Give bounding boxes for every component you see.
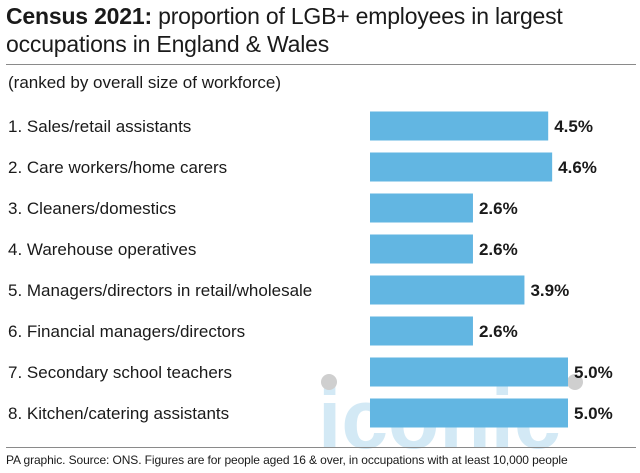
chart-title: Census 2021: proportion of LGB+ employee… bbox=[6, 2, 636, 58]
bottom-divider bbox=[6, 447, 636, 448]
category-label: 1. Sales/retail assistants bbox=[8, 117, 191, 136]
category-label: 5. Managers/directors in retail/wholesal… bbox=[8, 281, 312, 300]
category-label: 4. Warehouse operatives bbox=[8, 240, 196, 259]
top-divider bbox=[6, 64, 636, 65]
bar bbox=[370, 357, 568, 387]
value-label: 4.6% bbox=[558, 158, 597, 177]
bar bbox=[370, 316, 473, 346]
category-label: 2. Care workers/home carers bbox=[8, 158, 227, 177]
value-label: 2.6% bbox=[479, 199, 518, 218]
watermark-dot bbox=[321, 374, 337, 390]
watermark-dot bbox=[567, 374, 583, 390]
category-label: 8. Kitchen/catering assistants bbox=[8, 404, 229, 423]
bar bbox=[370, 234, 473, 264]
category-label: 3. Cleaners/domestics bbox=[8, 199, 176, 218]
value-label: 5.0% bbox=[574, 404, 613, 423]
bar bbox=[370, 193, 473, 223]
bar bbox=[370, 152, 553, 182]
source-footnote: PA graphic. Source: ONS. Figures are for… bbox=[6, 453, 568, 467]
category-label: 6. Financial managers/directors bbox=[8, 322, 245, 341]
chart-subtitle: (ranked by overall size of workforce) bbox=[8, 73, 282, 92]
value-label: 2.6% bbox=[479, 322, 518, 341]
value-label: 4.5% bbox=[554, 117, 593, 136]
value-label: 2.6% bbox=[479, 240, 518, 259]
chart-title-bold: Census 2021: bbox=[6, 3, 152, 29]
bar bbox=[370, 111, 549, 141]
category-label: 7. Secondary school teachers bbox=[8, 363, 232, 382]
chart-title-rest: proportion of LGB+ employees in largest … bbox=[6, 3, 563, 57]
value-label: 3.9% bbox=[530, 281, 569, 300]
bar bbox=[370, 275, 525, 305]
bar bbox=[370, 398, 568, 428]
value-label: 5.0% bbox=[574, 363, 613, 382]
